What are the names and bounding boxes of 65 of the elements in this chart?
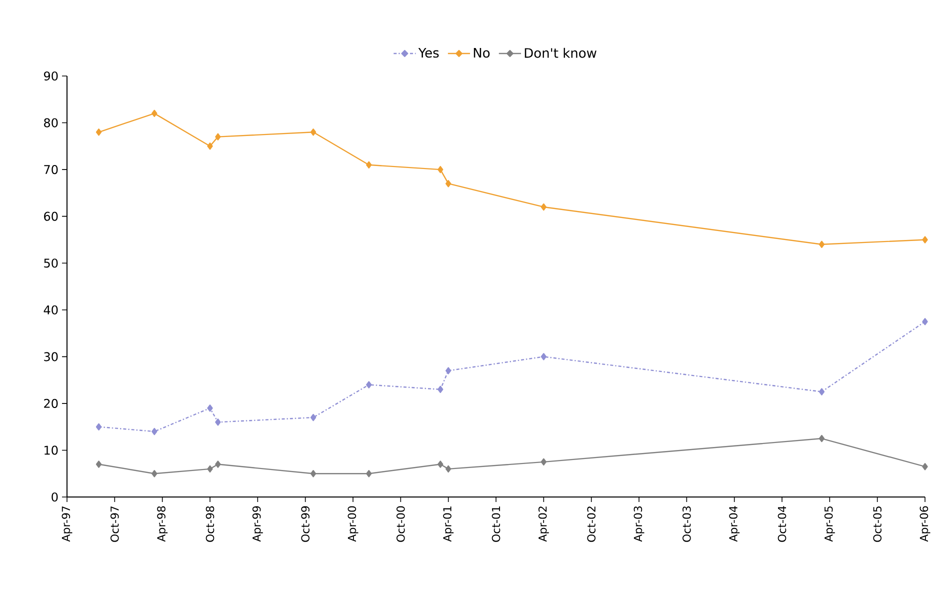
point [445, 367, 452, 374]
x-tick-label: Oct-97 [110, 506, 119, 542]
y-tick-label: 70 [44, 165, 58, 174]
x-tick-label: Oct-99 [301, 506, 310, 542]
point [215, 460, 221, 468]
x-tick-label: Oct-02 [587, 506, 596, 542]
point [215, 133, 221, 140]
x-tick-label: Oct-03 [682, 506, 691, 542]
y-tick-label: 90 [44, 71, 58, 81]
point [96, 460, 102, 468]
x-tick-label: Apr-04 [729, 506, 740, 542]
legend-label: Don't know [524, 48, 596, 58]
point [366, 470, 372, 478]
point [152, 470, 158, 478]
x-tick-label: Oct-05 [873, 506, 882, 542]
point [540, 203, 547, 211]
point [922, 318, 928, 326]
point [152, 428, 158, 436]
y-tick-label: 80 [44, 118, 58, 128]
x-tick-label: Apr-98 [157, 506, 168, 542]
point [310, 470, 316, 478]
x-tick-label: Apr-05 [824, 506, 835, 542]
x-tick-label: Oct-04 [778, 506, 786, 542]
x-tick-label: Apr-02 [538, 506, 549, 542]
y-tick-label: 0 [52, 492, 58, 502]
x-tick-label: Apr-97 [62, 506, 72, 542]
point [96, 423, 102, 430]
x-tick-label: Oct-98 [206, 506, 214, 542]
point [152, 110, 158, 118]
x-tick-label: Apr-01 [443, 506, 454, 542]
point [445, 180, 452, 188]
point [818, 434, 825, 442]
point [438, 460, 444, 468]
point [438, 166, 444, 174]
point [922, 236, 928, 244]
y-tick-label: 20 [44, 398, 58, 408]
point [922, 462, 928, 470]
point [818, 388, 825, 396]
point [96, 128, 102, 136]
point [540, 458, 547, 466]
y-tick-label: 60 [44, 212, 58, 221]
point [207, 142, 213, 150]
legend-label: No [474, 48, 490, 58]
point [366, 161, 372, 168]
point [310, 128, 316, 136]
point [366, 381, 372, 388]
point [310, 414, 316, 422]
x-tick-label: Apr-03 [634, 506, 644, 542]
point [207, 404, 213, 412]
y-tick-label: 40 [44, 305, 58, 314]
y-tick-label: 30 [44, 352, 58, 362]
point [215, 418, 221, 426]
x-tick-label: Oct-01 [492, 506, 500, 542]
x-tick-label: Apr-00 [348, 506, 358, 542]
y-tick-label: 10 [44, 446, 58, 455]
x-tick-label: Oct-00 [396, 506, 405, 542]
x-tick-label: Apr-99 [252, 506, 263, 542]
x-tick-label: Apr-06 [920, 506, 930, 542]
point [207, 465, 213, 473]
point [540, 353, 547, 360]
point [445, 465, 452, 473]
legend-label: Yes [418, 48, 439, 58]
point [438, 386, 444, 394]
point [818, 240, 825, 248]
y-tick-label: 50 [44, 258, 58, 268]
